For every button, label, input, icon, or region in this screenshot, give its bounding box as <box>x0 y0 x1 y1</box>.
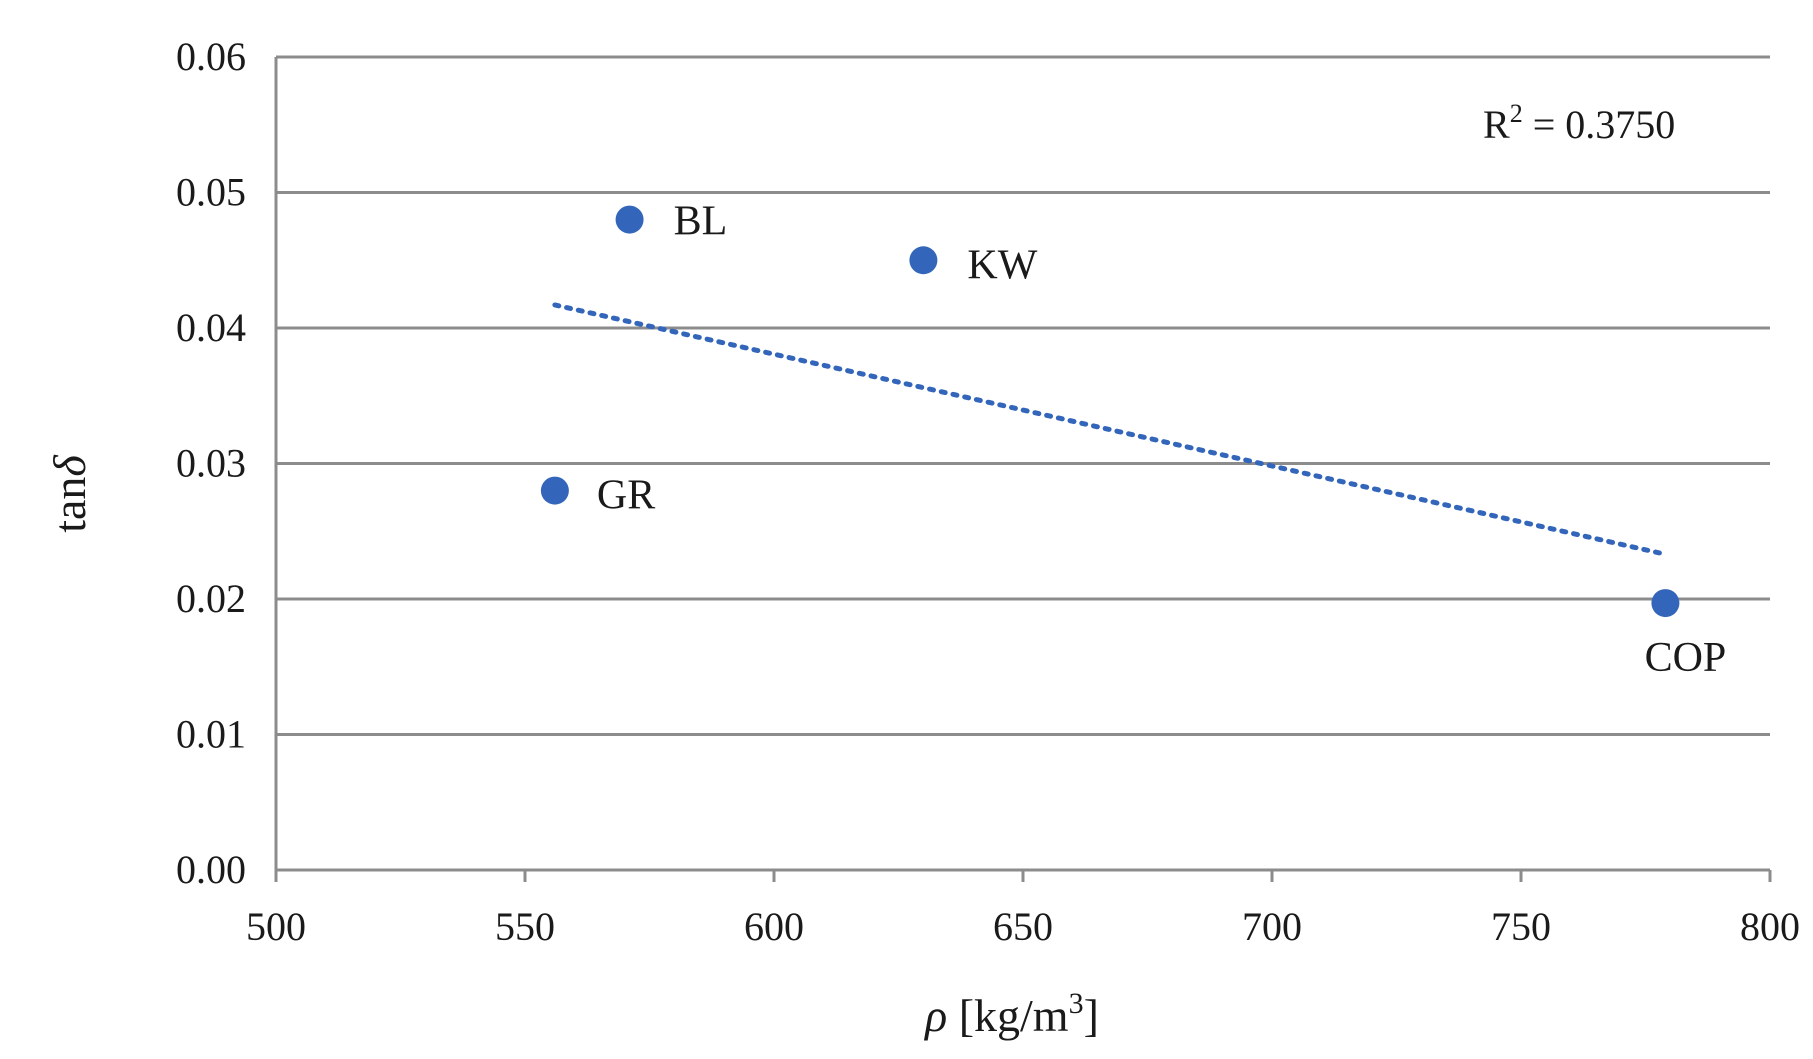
point-label-gr: GR <box>597 473 655 519</box>
axes <box>274 57 1772 882</box>
point-labels: BL KW GR COP <box>597 199 1726 681</box>
trendline <box>552 302 1668 557</box>
y-axis-tan: tan <box>44 477 95 533</box>
point-label-bl: BL <box>674 199 728 245</box>
y-tick-label: 0.02 <box>176 576 246 621</box>
x-tick-label: 800 <box>1740 904 1800 949</box>
r2-value: = 0.3750 <box>1523 102 1676 147</box>
y-tick-label: 0.01 <box>176 712 246 757</box>
x-tick-label: 650 <box>993 904 1053 949</box>
r2-superscript: 2 <box>1510 99 1523 128</box>
y-axis-delta: δ <box>44 455 95 477</box>
data-point-bl <box>615 205 644 234</box>
x-axis-unit-sup: 3 <box>1069 987 1084 1020</box>
y-tick-label: 0.05 <box>176 170 246 215</box>
trendline-dotted <box>552 302 1668 557</box>
r-squared-annotation: R2 = 0.3750 <box>1483 99 1675 147</box>
x-axis-unit: [kg/m <box>959 990 1069 1041</box>
x-tick-label: 500 <box>246 904 306 949</box>
point-label-cop: COP <box>1645 635 1727 681</box>
x-axis-title: ρ [kg/m3] <box>923 987 1099 1041</box>
x-tick-label: 600 <box>744 904 804 949</box>
y-tick-label: 0.03 <box>176 441 246 486</box>
r2-base: R <box>1483 102 1510 147</box>
data-point-cop <box>1651 589 1680 618</box>
data-points <box>540 205 1680 618</box>
x-axis-unit-close: ] <box>1084 990 1099 1041</box>
y-tick-label: 0.04 <box>176 305 246 350</box>
x-tick-label: 750 <box>1491 904 1551 949</box>
gridlines <box>276 55 1770 736</box>
x-axis-rho: ρ <box>923 990 947 1041</box>
x-tick-label: 550 <box>495 904 555 949</box>
tick-labels: 0.00 0.01 0.02 0.03 0.04 0.05 0.06 500 550 600 650… <box>176 34 1800 949</box>
x-tick-label: 700 <box>1242 904 1302 949</box>
y-tick-label: 0.06 <box>176 34 246 79</box>
data-point-gr <box>540 476 569 505</box>
y-tick-label: 0.00 <box>176 847 246 892</box>
point-label-kw: KW <box>967 242 1037 288</box>
y-axis-title: tanδ <box>44 455 95 533</box>
data-point-kw <box>909 246 938 275</box>
